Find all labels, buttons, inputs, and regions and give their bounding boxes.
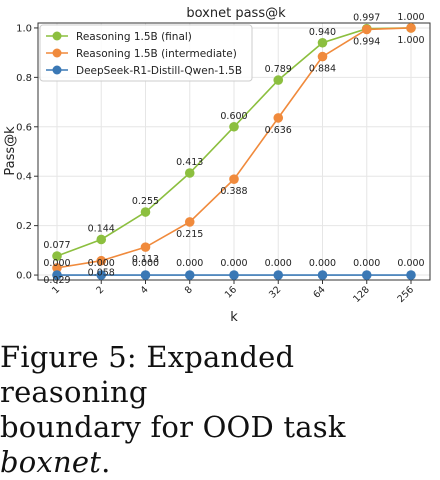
caption-task-name: boxnet bbox=[0, 445, 102, 479]
caption-line-2: boundary for OOD task boxnet. bbox=[0, 410, 440, 480]
data-point bbox=[317, 270, 328, 280]
data-label: 0.000 bbox=[220, 258, 247, 269]
legend: Reasoning 1.5B (final) Reasoning 1.5B (in… bbox=[39, 24, 253, 82]
data-label: 0.997 bbox=[353, 13, 380, 24]
x-tick-label: 1 bbox=[50, 284, 62, 296]
data-point bbox=[229, 121, 239, 132]
legend-marker bbox=[52, 48, 62, 58]
data-point bbox=[52, 251, 62, 261]
data-label: 0.994 bbox=[353, 36, 380, 47]
caption-text: boundary for OOD task bbox=[0, 410, 346, 444]
x-tick-label: 256 bbox=[396, 284, 417, 305]
data-point bbox=[406, 23, 416, 33]
y-axis-label: Pass@k bbox=[3, 126, 18, 176]
caption-period: . bbox=[101, 445, 111, 479]
x-tick-label: 2 bbox=[94, 284, 106, 296]
data-label: 0.144 bbox=[88, 223, 115, 234]
data-point bbox=[229, 270, 239, 280]
data-point bbox=[52, 270, 62, 280]
chart-title: boxnet pass@k bbox=[186, 6, 286, 21]
data-point bbox=[96, 234, 107, 245]
data-point bbox=[184, 270, 195, 280]
data-label: 0.058 bbox=[88, 268, 115, 279]
data-label: 1.000 bbox=[397, 35, 424, 46]
data-point bbox=[96, 270, 107, 280]
chart: boxnet pass@k 0.0 0.2 0.4 0.6 0.8 1.0 1 2 4 8 16 3… bbox=[3, 6, 431, 325]
data-label: 0.940 bbox=[309, 27, 336, 38]
data-point bbox=[52, 263, 62, 273]
y-tick-label: 0.6 bbox=[16, 122, 32, 133]
data-point bbox=[361, 24, 372, 35]
y-tick-label: 1.0 bbox=[16, 23, 32, 34]
data-point bbox=[184, 168, 195, 178]
x-axis: 1 2 4 8 16 32 64 128 256 bbox=[50, 280, 416, 305]
data-label: 0.636 bbox=[265, 125, 292, 136]
data-point bbox=[184, 217, 195, 227]
data-label: 0.388 bbox=[220, 186, 247, 197]
x-axis-label: k bbox=[230, 310, 238, 325]
data-label: 0.029 bbox=[43, 275, 70, 286]
data-point bbox=[361, 270, 372, 280]
data-point bbox=[273, 270, 284, 280]
y-tick-label: 0.2 bbox=[16, 221, 32, 232]
series-layer bbox=[52, 23, 416, 280]
data-point bbox=[229, 174, 239, 184]
x-tick-label: 32 bbox=[267, 284, 283, 300]
x-tick-label: 16 bbox=[223, 284, 239, 300]
data-label: 0.215 bbox=[176, 229, 203, 240]
data-label: 0.000 bbox=[265, 258, 292, 269]
data-label: 0.000 bbox=[309, 258, 336, 269]
data-label: 0.000 bbox=[397, 258, 424, 269]
data-label: 0.000 bbox=[88, 258, 115, 269]
data-point bbox=[140, 207, 151, 217]
x-tick-label: 128 bbox=[351, 284, 372, 305]
data-labels: 0.077 0.144 0.255 0.413 0.600 0.789 0.940 0.997… bbox=[43, 12, 424, 286]
data-label: 0.255 bbox=[132, 196, 159, 207]
data-point bbox=[273, 75, 284, 85]
y-tick-label: 0.8 bbox=[16, 73, 32, 84]
legend-label: Reasoning 1.5B (intermediate) bbox=[76, 48, 237, 60]
data-label: 0.077 bbox=[43, 240, 70, 251]
data-label: 0.000 bbox=[176, 258, 203, 269]
data-point bbox=[140, 242, 151, 252]
data-label: 1.000 bbox=[397, 12, 424, 23]
legend-box bbox=[39, 24, 253, 82]
data-label: 0.113 bbox=[132, 254, 159, 265]
y-tick-label: 0.4 bbox=[16, 172, 32, 183]
y-axis: 0.0 0.2 0.4 0.6 0.8 1.0 bbox=[16, 23, 38, 282]
data-point bbox=[140, 270, 151, 280]
data-label: 0.884 bbox=[309, 64, 336, 75]
data-label: 0.600 bbox=[220, 111, 247, 122]
y-tick-label: 0.0 bbox=[16, 271, 32, 282]
data-point bbox=[406, 270, 416, 280]
data-label: 0.000 bbox=[43, 258, 70, 269]
data-label: 0.000 bbox=[132, 258, 159, 269]
figure-caption: Figure 5: Expanded reasoning boundary fo… bbox=[0, 340, 440, 480]
x-tick-label: 8 bbox=[183, 284, 195, 296]
x-tick-label: 4 bbox=[139, 284, 151, 296]
x-tick-label: 64 bbox=[311, 284, 327, 300]
data-label: 0.413 bbox=[176, 157, 203, 168]
data-point bbox=[317, 37, 328, 48]
data-point bbox=[273, 113, 284, 123]
legend-marker bbox=[52, 65, 62, 75]
data-label: 0.000 bbox=[353, 258, 380, 269]
data-point bbox=[96, 255, 107, 266]
data-label: 0.789 bbox=[265, 64, 292, 75]
legend-marker bbox=[52, 31, 62, 41]
legend-label: DeepSeek-R1-Distill-Qwen-1.5B bbox=[76, 65, 242, 77]
data-point bbox=[317, 51, 328, 62]
legend-label: Reasoning 1.5B (final) bbox=[76, 31, 192, 43]
caption-line-1: Figure 5: Expanded reasoning bbox=[0, 340, 295, 409]
